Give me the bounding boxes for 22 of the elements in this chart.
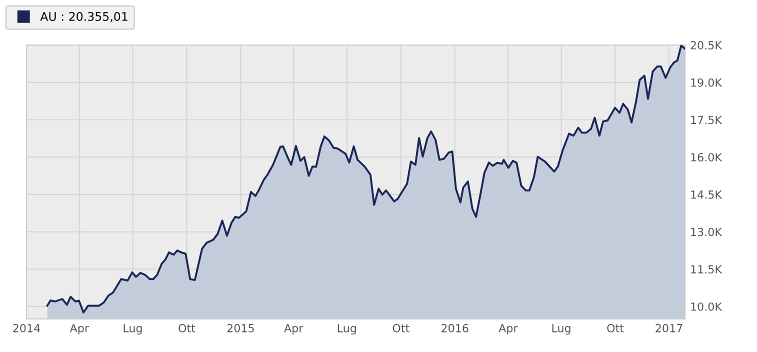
y-tick-label: 20.5K [690,41,722,50]
x-tick-label: Ott [178,324,196,332]
x-tick-label: Apr [70,324,90,335]
x-tick-label: 2015 [227,324,254,332]
x-tick-label: 2017 [656,324,682,332]
x-tick-label: Apr [498,324,518,335]
y-tick-label: 17.5K [691,116,722,124]
x-tick-label: Ott [607,324,624,332]
y-tick-label: 11.5K [691,265,722,274]
y-tick-label: 16.0K [691,153,722,162]
x-tick-label: 2014 [13,324,40,332]
x-tick-label: 2016 [442,324,468,332]
x-tick-label: Lug [124,324,142,335]
legend-label: AU : 20.355,01 [40,12,128,22]
x-tick-label: Lug [338,324,356,335]
y-tick-label: 19.0K [691,78,722,87]
x-tick-label: Apr [284,324,304,335]
x-tick-label: Ott [392,324,410,332]
x-tick-label: Lug [552,324,570,335]
y-tick-label: 14.5K [691,190,722,199]
y-tick-label: 13.0K [691,228,722,236]
y-tick-label: 10.0K [691,302,722,311]
